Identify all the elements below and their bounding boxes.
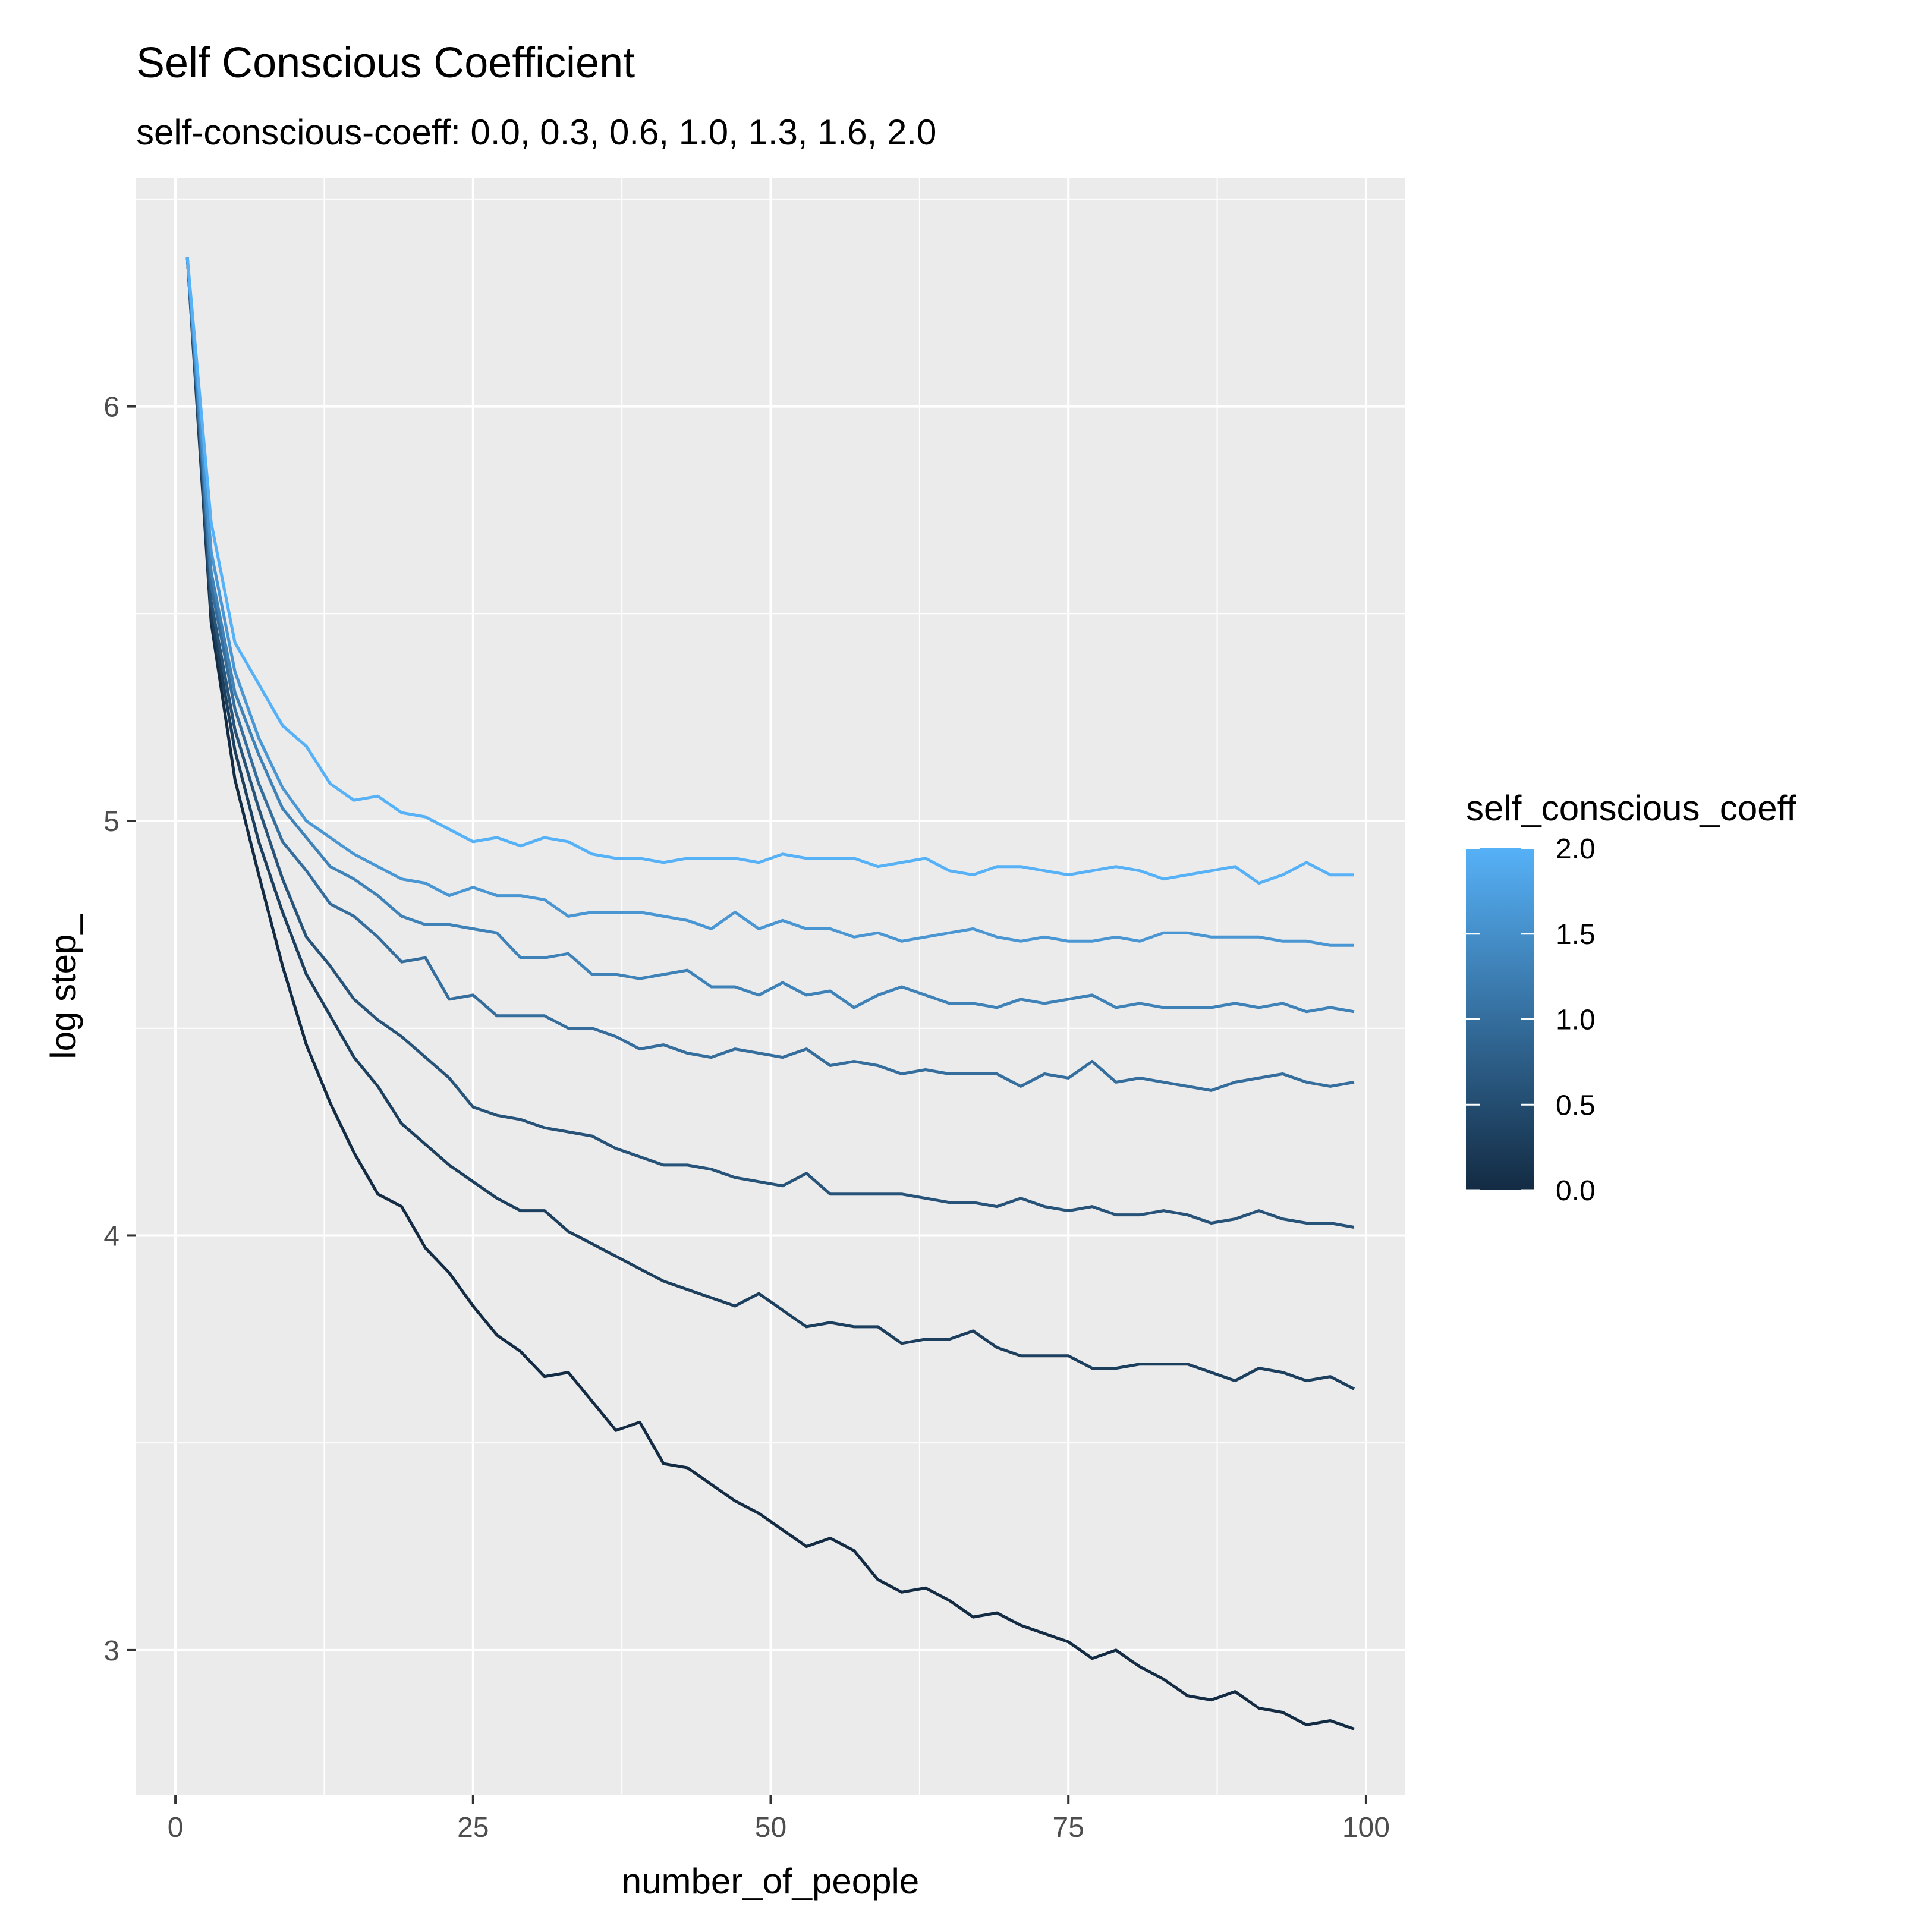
x-tick-label: 100: [1342, 1812, 1390, 1843]
x-tick-label: 75: [1053, 1812, 1084, 1843]
legend-tick-label: 2.0: [1556, 833, 1596, 865]
x-tick-label: 50: [755, 1812, 786, 1843]
chart-subtitle: self-conscious-coeff: 0.0, 0.3, 0.6, 1.0…: [136, 112, 936, 152]
y-axis: 3 4 5 6: [103, 392, 136, 1667]
series-line: [185, 257, 1355, 1014]
legend: self_conscious_coeff 0.0 0.5 1.0 1.5 2.0: [1466, 788, 1796, 1207]
chart-title: Self Conscious Coefficient: [136, 39, 635, 87]
series-line: [185, 257, 1354, 947]
legend-tick-label: 1.0: [1556, 1005, 1596, 1036]
x-tick-label: 25: [457, 1812, 489, 1843]
legend-ticks: 0.0 0.5 1.0 1.5 2.0: [1466, 833, 1596, 1207]
legend-tick-label: 0.0: [1556, 1175, 1596, 1207]
series-line: [185, 257, 1355, 1092]
y-tick-label: 6: [103, 392, 119, 423]
grid-major: [136, 178, 1405, 1795]
legend-tick-label: 1.5: [1556, 919, 1596, 951]
y-tick-label: 4: [103, 1220, 119, 1252]
series-line: [185, 257, 1355, 1730]
x-axis: 0 25 50 75 100: [168, 1795, 1390, 1843]
legend-title: self_conscious_coeff: [1466, 788, 1796, 828]
x-axis-label: number_of_people: [622, 1861, 919, 1901]
x-tick-label: 0: [168, 1812, 184, 1843]
series-line: [185, 257, 1355, 1229]
series-layer: [185, 257, 1355, 1730]
legend-tick-label: 0.5: [1556, 1090, 1596, 1121]
series-line: [185, 257, 1355, 1390]
y-tick-label: 3: [103, 1635, 119, 1667]
y-tick-label: 5: [103, 806, 119, 838]
y-axis-label: log step_: [43, 914, 83, 1059]
series-line: [185, 257, 1354, 885]
